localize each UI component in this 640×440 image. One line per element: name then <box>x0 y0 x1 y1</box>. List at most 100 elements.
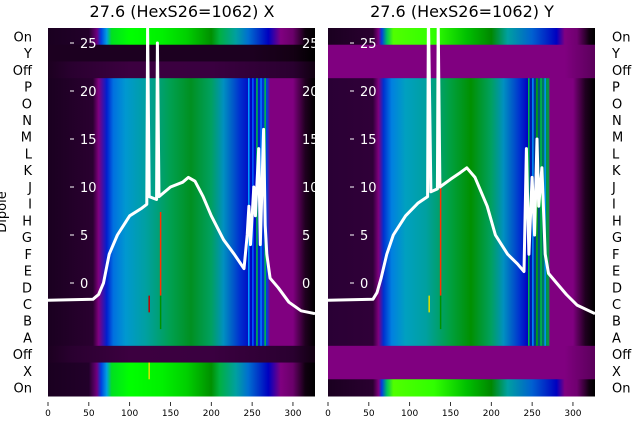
overlay-y-tick-label: 25 <box>80 37 97 52</box>
row-label: N <box>22 114 32 129</box>
secondary-y-tick-label: 15 <box>302 133 319 148</box>
row-label: H <box>612 214 622 229</box>
heatmap-stripe <box>544 78 546 346</box>
x-tick-label: 0 <box>45 409 51 419</box>
heatmap-row <box>48 212 315 230</box>
row-label: A <box>612 331 621 346</box>
row-label: G <box>22 231 32 246</box>
row-label: H <box>22 214 32 229</box>
heatmap-stripe <box>159 212 162 296</box>
row-label: F <box>612 248 619 263</box>
overlay-line <box>48 28 315 316</box>
row-label: On <box>14 30 32 45</box>
row-label: O <box>22 97 32 112</box>
row-label: D <box>612 281 622 296</box>
row-label: L <box>25 147 33 162</box>
x-tick-label: 100 <box>401 409 418 419</box>
x-tick-label: 200 <box>203 409 220 419</box>
row-label: B <box>612 315 621 330</box>
x-tick-label: 200 <box>483 409 500 419</box>
row-label: J <box>611 181 616 196</box>
x-tick-label: 50 <box>83 409 95 419</box>
secondary-y-tick-label: 10 <box>302 181 319 196</box>
heatmap-row <box>328 312 595 330</box>
row-label: P <box>612 81 620 96</box>
row-label: M <box>21 131 32 146</box>
row-label: E <box>24 265 32 280</box>
row-label: B <box>23 315 32 330</box>
heatmap-row <box>48 61 315 79</box>
heatmap-stripe <box>159 295 162 330</box>
row-label: F <box>25 248 32 263</box>
x-tick-label: 150 <box>442 409 459 419</box>
heatmap-row <box>328 329 595 347</box>
row-label: D <box>22 281 32 296</box>
overlay-y-tick-label: 20 <box>360 85 377 100</box>
heatmap-row <box>48 245 315 263</box>
overlay-y-tick-label: 0 <box>80 277 88 292</box>
row-label: M <box>612 131 623 146</box>
row-label: G <box>612 231 622 246</box>
x-tick-label: 150 <box>162 409 179 419</box>
heatmap-row <box>48 345 315 364</box>
heatmap-row <box>328 212 595 230</box>
row-label: On <box>612 382 630 397</box>
secondary-y-tick-label: 25 <box>302 37 319 52</box>
overlay-y-tick-label: 15 <box>360 133 377 148</box>
overlay-y-tick-label: 15 <box>80 133 97 148</box>
row-label: E <box>612 265 620 280</box>
row-label: I <box>28 198 32 213</box>
overlay-y-tick-label: 0 <box>360 277 368 292</box>
heatmap-row <box>328 379 595 397</box>
heatmap-row <box>328 61 595 79</box>
heatmap-stripe <box>428 295 430 313</box>
row-label: N <box>612 114 622 129</box>
x-tick-label: 100 <box>121 409 138 419</box>
secondary-y-tick-label: 0 <box>302 277 310 292</box>
row-label: C <box>23 298 32 313</box>
heatmap-row <box>48 111 315 129</box>
heatmap-row <box>328 345 595 364</box>
x-tick-label: 250 <box>244 409 261 419</box>
row-label: C <box>612 298 621 313</box>
row-label: X <box>23 365 32 380</box>
overlay-y-tick-label: 25 <box>360 37 377 52</box>
heatmap-row <box>48 329 315 347</box>
left-panel-title: 27.6 (HexS26=1062) X <box>90 2 275 21</box>
heatmap-row <box>48 28 315 46</box>
heatmap-row <box>328 245 595 263</box>
overlay-y-tick-label: 10 <box>80 181 97 196</box>
row-label: Off <box>612 64 632 79</box>
heatmap-row <box>48 195 315 213</box>
x-tick-label: 300 <box>284 409 301 419</box>
row-label: O <box>612 97 622 112</box>
row-label: Y <box>611 47 620 62</box>
overlay-line <box>328 28 595 316</box>
row-label: K <box>612 164 621 179</box>
row-label: On <box>612 30 630 45</box>
heatmap-stripe <box>148 295 150 313</box>
heatmap-row <box>48 312 315 330</box>
x-tick-label: 0 <box>325 409 331 419</box>
row-label: K <box>23 164 32 179</box>
row-label: A <box>23 331 32 346</box>
secondary-y-tick-label: 5 <box>302 229 310 244</box>
heatmap-row <box>48 161 315 180</box>
heatmap-row <box>328 111 595 129</box>
row-label: Off <box>13 348 33 363</box>
heatmap-row <box>328 362 595 380</box>
heatmap-row <box>48 379 315 397</box>
heatmap-stripe <box>536 78 538 346</box>
heatmap-stripe <box>439 178 442 296</box>
secondary-y-tick-label: 20 <box>302 85 319 100</box>
row-label: X <box>612 365 621 380</box>
right-panel-title: 27.6 (HexS26=1062) Y <box>370 2 554 21</box>
x-tick-label: 50 <box>363 409 375 419</box>
y-axis-label: Dipole <box>0 191 10 232</box>
x-tick-label: 250 <box>524 409 541 419</box>
row-label: Off <box>13 64 33 79</box>
heatmap-stripe <box>439 295 442 330</box>
